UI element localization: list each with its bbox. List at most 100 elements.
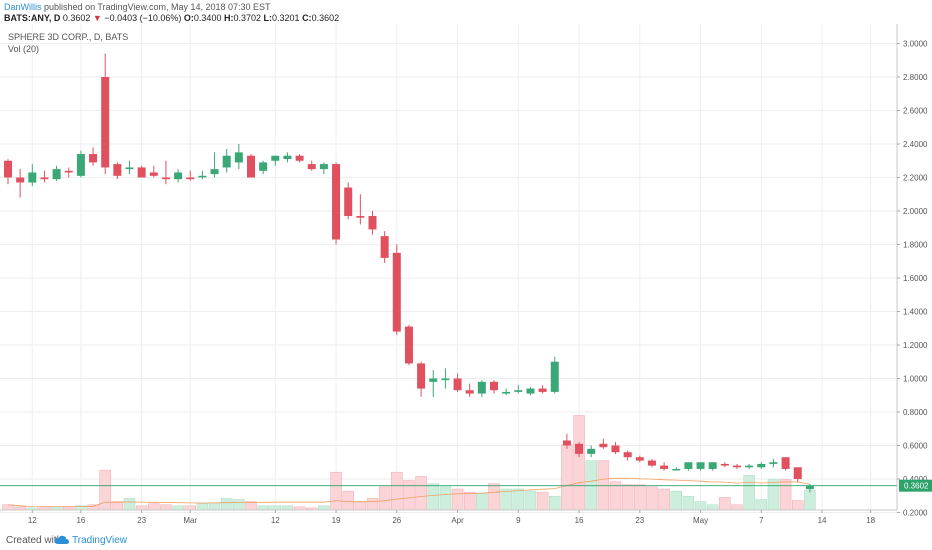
candle-body — [769, 462, 778, 464]
y-tick-label: 0.2000 — [903, 509, 928, 518]
y-tick-label: 0.6000 — [903, 442, 928, 451]
volume-bar — [196, 503, 209, 511]
candle-body — [672, 468, 681, 471]
low-value: 0.3201 — [272, 13, 300, 23]
volume-bar — [621, 484, 634, 511]
volume-bar — [719, 497, 731, 511]
volume-bar — [536, 491, 549, 511]
y-tick-label: 0.4000 — [903, 475, 928, 484]
candle-body — [477, 381, 486, 394]
candle-body — [490, 381, 498, 391]
y-tick-label: 1.8000 — [903, 241, 928, 250]
candle-body — [247, 155, 255, 178]
candle-body — [550, 361, 559, 392]
volume-bar — [208, 502, 221, 511]
volume-bar — [731, 504, 743, 511]
candle-body — [113, 164, 122, 176]
last-price: 0.3602 — [62, 13, 91, 23]
x-tick-label: 16 — [76, 516, 85, 525]
volume-bar — [245, 501, 257, 511]
candle-body — [647, 460, 656, 466]
y-tick-label: 3.0000 — [903, 40, 928, 49]
candle-body — [453, 378, 462, 391]
candle-body — [745, 465, 754, 468]
volume-bar — [342, 490, 354, 511]
publish-info: DanWillis published on TradingView.com, … — [4, 2, 271, 12]
candles — [4, 53, 814, 493]
volume-bar — [646, 486, 658, 511]
volume-bar — [366, 498, 379, 511]
price-chart[interactable]: 3.0000 2.8000 2.6000 2.4000 2.2000 2.0000 1.80… — [0, 24, 932, 530]
volume-bar — [804, 489, 816, 511]
candle-body — [332, 164, 341, 240]
candle-body — [380, 236, 389, 258]
open-label: O: — [183, 13, 194, 23]
candle-body — [429, 378, 438, 382]
tradingview-brand[interactable]: TradingView — [72, 535, 128, 546]
volume-bar — [573, 415, 585, 511]
tradingview-cloud-icon — [54, 535, 69, 544]
volume-bar — [706, 504, 719, 511]
volume-bar — [743, 475, 755, 511]
candle-body — [149, 172, 158, 176]
author-link[interactable]: DanWillis — [4, 2, 42, 12]
chart-title: SPHERE 3D CORP., D, BATS — [8, 32, 128, 42]
y-tick-label: 1.2000 — [903, 341, 928, 350]
x-tick-label: May — [693, 516, 708, 525]
candle-body — [805, 485, 814, 490]
candle-body — [708, 462, 717, 469]
volume-bar — [658, 488, 670, 511]
y-tick-label: 2.8000 — [903, 73, 928, 82]
volume-bar — [463, 491, 476, 511]
volume-bar — [233, 499, 245, 511]
x-axis-ticks: 12 16 23 Mar 12 19 26 Apr 9 16 23 May 7 14 18 — [28, 510, 876, 525]
created-with-text: Created with — [6, 535, 63, 546]
candle-body — [392, 252, 401, 332]
volume-bar — [767, 479, 780, 511]
volume-bar — [634, 484, 646, 511]
candle-body — [295, 155, 304, 161]
volume-bar — [2, 504, 14, 511]
candle-body — [234, 152, 243, 163]
down-arrow-icon: ▼ — [92, 13, 102, 23]
candle-body — [733, 465, 741, 468]
volume-bar — [427, 483, 439, 511]
candle-body — [186, 177, 195, 180]
candle-body — [599, 443, 608, 448]
x-tick-label: 16 — [575, 516, 584, 525]
symbol-label: BATS:ANY, D — [4, 13, 61, 23]
candle-body — [125, 167, 134, 170]
candle-body — [137, 167, 146, 178]
volume-bar — [330, 471, 342, 511]
candle-body — [4, 160, 12, 178]
x-tick-label: Mar — [183, 516, 197, 525]
volume-bar — [87, 504, 99, 511]
candle-body — [793, 467, 802, 479]
volume-bar — [148, 503, 160, 511]
candle-body — [526, 388, 535, 394]
high-label: H: — [223, 13, 234, 23]
candle-body — [660, 465, 669, 469]
volume-bar — [318, 505, 330, 511]
top-bar: DanWillis published on TradingView.com, … — [0, 0, 932, 24]
volume-bar — [160, 504, 172, 511]
candle-body — [611, 445, 620, 453]
volume-bar — [281, 505, 294, 511]
candle-body — [757, 463, 766, 468]
candle-body — [502, 391, 511, 394]
x-tick-label: Apr — [451, 516, 464, 525]
published-text: published on TradingView.com, May 14, 20… — [44, 2, 271, 12]
candle-body — [174, 172, 183, 180]
current-price-tag-text: 0.3602 — [904, 482, 929, 491]
x-tick-label: 19 — [332, 516, 341, 525]
x-tick-label: 23 — [137, 516, 146, 525]
candle-body — [101, 77, 110, 168]
volume-bar — [172, 505, 184, 511]
volume-bar — [451, 488, 464, 511]
volume-bar — [111, 501, 124, 511]
volume-bar — [755, 499, 768, 511]
candle-body — [28, 172, 37, 183]
current-price-tag — [899, 479, 932, 492]
candle-body — [720, 463, 729, 466]
candle-body — [562, 440, 571, 446]
